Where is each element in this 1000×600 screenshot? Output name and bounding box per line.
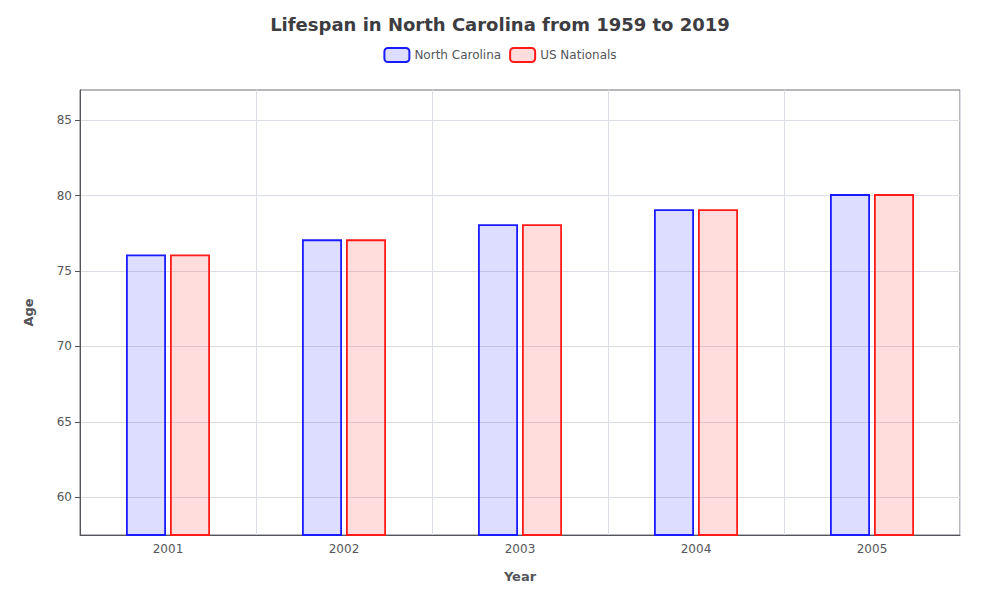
svg-text:2004: 2004 xyxy=(681,542,712,556)
svg-text:65: 65 xyxy=(57,415,72,429)
svg-text:2001: 2001 xyxy=(153,542,184,556)
svg-text:Year: Year xyxy=(503,569,537,584)
svg-text:2002: 2002 xyxy=(329,542,360,556)
svg-text:85: 85 xyxy=(57,113,72,127)
svg-text:2005: 2005 xyxy=(857,542,888,556)
svg-text:80: 80 xyxy=(57,189,72,203)
svg-text:2003: 2003 xyxy=(505,542,536,556)
svg-text:Lifespan in North Carolina fro: Lifespan in North Carolina from 1959 to … xyxy=(270,14,730,35)
svg-text:North Carolina: North Carolina xyxy=(414,48,501,62)
svg-text:60: 60 xyxy=(57,490,72,504)
svg-text:Age: Age xyxy=(21,298,36,326)
svg-text:70: 70 xyxy=(57,339,72,353)
svg-text:75: 75 xyxy=(57,264,72,278)
svg-text:US Nationals: US Nationals xyxy=(540,48,616,62)
